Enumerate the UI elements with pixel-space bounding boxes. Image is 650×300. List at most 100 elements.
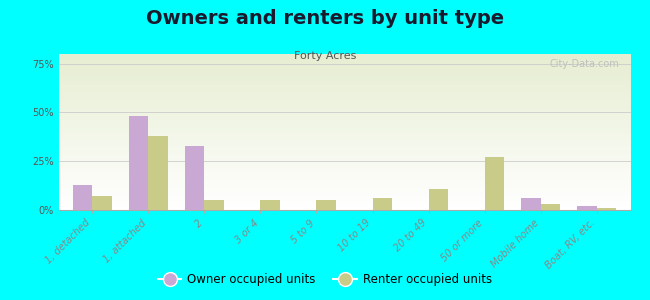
Bar [58,166,630,168]
Bar [58,169,630,171]
Bar [58,152,630,154]
Bar [58,96,630,98]
Bar [58,70,630,71]
Bar [541,204,560,210]
Bar [58,109,630,110]
Bar [58,126,630,127]
Text: Forty Acres: Forty Acres [294,51,356,61]
Bar [58,174,630,176]
Bar [58,184,630,185]
Bar [521,198,541,210]
Bar [58,119,630,121]
Bar [58,191,630,193]
Bar [58,165,630,166]
Bar [58,197,630,199]
Bar [73,184,92,210]
Bar [58,94,630,96]
Bar [58,141,630,143]
Bar [58,121,630,123]
Bar [261,200,280,210]
Bar [58,132,630,134]
Bar [58,134,630,135]
Bar [58,138,630,140]
Bar [58,196,630,197]
Text: City-Data.com: City-Data.com [549,59,619,69]
Bar [58,129,630,130]
Bar [58,101,630,102]
Bar [58,158,630,160]
Bar [58,56,630,57]
Bar [58,188,630,190]
Bar [58,84,630,85]
Bar [58,146,630,148]
Bar [58,162,630,163]
Bar [204,200,224,210]
Bar [485,157,504,210]
Bar [58,177,630,179]
Bar [58,135,630,137]
Bar [58,116,630,118]
Bar [58,57,630,59]
Bar [58,107,630,109]
Bar [58,79,630,80]
Bar [58,92,630,93]
Bar [92,196,112,210]
Legend: Owner occupied units, Renter occupied units: Owner occupied units, Renter occupied un… [153,269,497,291]
Bar [428,188,448,210]
Bar [58,207,630,208]
Bar [58,63,630,65]
Bar [58,82,630,84]
Bar [58,172,630,174]
Bar [58,68,630,70]
Bar [58,171,630,172]
Bar [58,185,630,187]
Bar [58,154,630,155]
Bar [58,90,630,92]
Bar [58,76,630,77]
Bar [58,110,630,112]
Bar [58,113,630,115]
Bar [58,193,630,194]
Bar [58,199,630,201]
Bar [58,145,630,146]
Text: Owners and renters by unit type: Owners and renters by unit type [146,9,504,28]
Bar [58,190,630,191]
Bar [58,104,630,106]
Bar [58,60,630,62]
Bar [597,208,616,210]
Bar [58,157,630,158]
Bar [58,149,630,151]
Bar [129,116,148,210]
Bar [58,143,630,145]
Bar [58,205,630,207]
Bar [317,200,336,210]
Bar [58,118,630,119]
Bar [58,59,630,60]
Bar [58,88,630,90]
Bar [58,123,630,124]
Bar [58,67,630,68]
Bar [58,85,630,87]
Bar [58,77,630,79]
Bar [58,179,630,180]
Bar [148,136,168,210]
Bar [58,93,630,94]
Bar [58,62,630,63]
Bar [58,194,630,196]
Bar [58,168,630,170]
Bar [58,99,630,101]
Bar [58,180,630,182]
Bar [58,80,630,82]
Bar [58,202,630,204]
Bar [58,102,630,104]
Bar [577,206,597,210]
Bar [58,176,630,177]
Bar [58,71,630,73]
Bar [58,204,630,205]
Bar [58,73,630,74]
Bar [58,140,630,141]
Bar [58,163,630,165]
Bar [58,137,630,138]
Bar [58,201,630,202]
Bar [185,146,204,210]
